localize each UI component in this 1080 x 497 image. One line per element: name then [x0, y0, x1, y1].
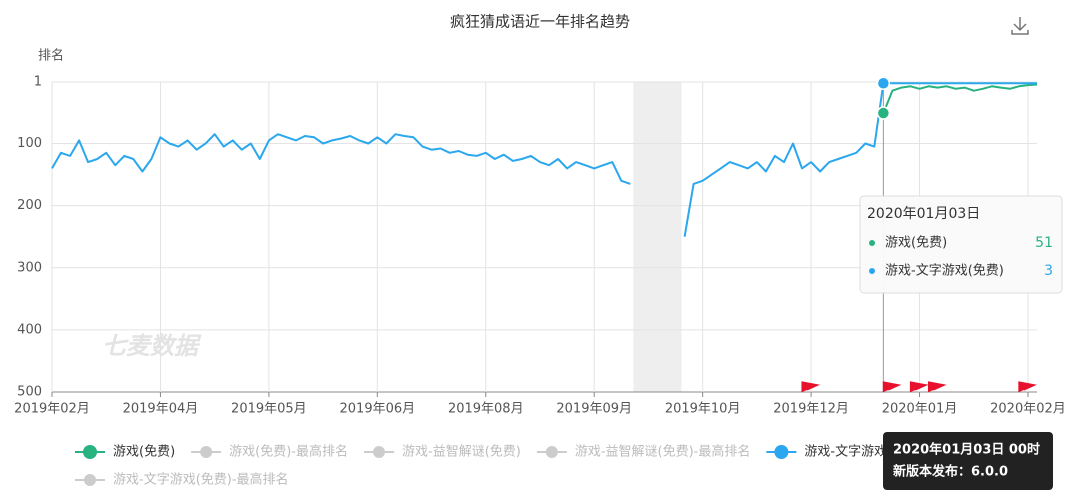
x-tick-label: 2019年10月: [665, 402, 741, 417]
legend-label: 游戏(免费)-最高排名: [229, 444, 348, 460]
x-tick-label: 2019年02月: [14, 402, 90, 417]
y-tick-label: 1: [34, 75, 42, 90]
tooltip-series-name: 游戏(免费): [885, 236, 947, 251]
x-tick-label: 2020年01月: [882, 402, 958, 417]
legend-label: 游戏-益智解谜(免费): [402, 445, 521, 460]
legend-marker: [373, 446, 385, 458]
x-tick-label: 2019年04月: [123, 402, 199, 417]
watermark: 七麦数据: [102, 332, 202, 360]
legend-item[interactable]: 游戏(免费)-最高排名: [191, 444, 348, 460]
highlight-point: [876, 76, 891, 90]
data-gap-band: [633, 82, 682, 392]
tooltip-value: 51: [1035, 235, 1053, 251]
release-flag[interactable]: [882, 381, 902, 392]
tooltip-dot: [869, 240, 875, 246]
highlight-point: [876, 106, 891, 120]
legend-marker: [545, 446, 558, 458]
legend-marker: [83, 445, 97, 459]
tooltip-value: 3: [1044, 263, 1053, 279]
legend-item[interactable]: 游戏-益智解谜(免费): [364, 445, 521, 460]
chart-title: 疯狂猜成语近一年排名趋势: [450, 13, 630, 31]
legend-item[interactable]: 游戏-益智解谜(免费)-最高排名: [536, 444, 751, 460]
download-glyph: [1011, 17, 1029, 35]
tooltip-dot: [869, 268, 875, 274]
legend-item[interactable]: 游戏-文字游戏(免费)-最高排名: [75, 472, 289, 488]
tooltip-series-name: 游戏-文字游戏(免费): [885, 264, 1004, 279]
release-note-text: 新版本发布：6.0.0: [893, 464, 1008, 480]
legend-label: 游戏-文字游戏(免费)-最高排名: [113, 472, 289, 488]
release-flag[interactable]: [909, 381, 929, 392]
release-note-time: 2020年01月03日 00时: [893, 442, 1040, 458]
y-tick-label: 200: [17, 198, 42, 213]
release-flag[interactable]: [801, 381, 821, 392]
y-axis-label: 排名: [38, 48, 64, 64]
download-icon[interactable]: [1011, 17, 1029, 35]
legend-label: 游戏(免费): [113, 445, 175, 460]
release-flag[interactable]: [1018, 381, 1037, 392]
x-tick-label: 2019年09月: [556, 402, 632, 417]
x-tick-label: 2019年05月: [231, 402, 307, 417]
y-tick-label: 100: [17, 136, 42, 151]
legend-item[interactable]: 游戏(免费): [75, 445, 175, 460]
x-tick-label: 2019年08月: [448, 402, 524, 417]
legend-marker: [774, 445, 789, 459]
legend-label: 游戏-益智解谜(免费)-最高排名: [575, 444, 751, 460]
legend-marker: [200, 446, 213, 458]
legend-marker: [84, 474, 96, 486]
release-flag[interactable]: [927, 381, 947, 392]
x-tick-label: 2019年06月: [340, 402, 416, 417]
line-series: [882, 83, 1038, 114]
line-series: [51, 82, 1037, 237]
tooltip-title: 2020年01月03日: [867, 206, 980, 222]
y-tick-label: 300: [17, 260, 42, 275]
x-tick-label: 2019年12月: [773, 402, 849, 417]
y-tick-label: 500: [17, 385, 42, 400]
y-tick-label: 400: [17, 322, 42, 337]
x-tick-label: 2020年02月: [990, 402, 1066, 417]
tooltip-box: [859, 195, 1063, 294]
release-note-box: [883, 432, 1053, 490]
